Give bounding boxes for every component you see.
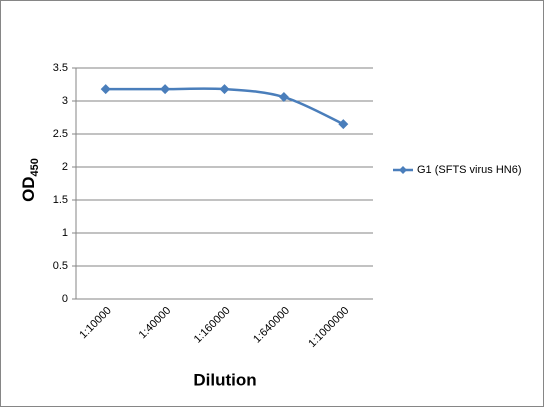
- marker: [338, 119, 349, 130]
- y-axis-label: OD450: [19, 158, 40, 202]
- marker: [219, 84, 230, 95]
- y-tick-label: 1: [62, 227, 68, 239]
- y-tick-label: 0.5: [53, 260, 68, 272]
- y-tick-label: 3.5: [53, 62, 68, 74]
- legend-marker: [399, 166, 407, 174]
- marker: [278, 92, 289, 103]
- y-axis-label-main: OD: [19, 176, 38, 202]
- marker: [160, 84, 171, 95]
- y-tick-label: 1.5: [53, 194, 68, 206]
- legend-label: G1 (SFTS virus HN6): [417, 164, 522, 176]
- marker: [100, 84, 111, 95]
- x-axis-label: Dilution: [193, 370, 256, 389]
- y-tick-label: 2: [62, 161, 68, 173]
- y-tick-label: 3: [62, 95, 68, 107]
- y-tick-label: 2.5: [53, 128, 68, 140]
- y-tick-label: 0: [62, 293, 68, 305]
- y-axis-label-subscript: 450: [29, 158, 41, 176]
